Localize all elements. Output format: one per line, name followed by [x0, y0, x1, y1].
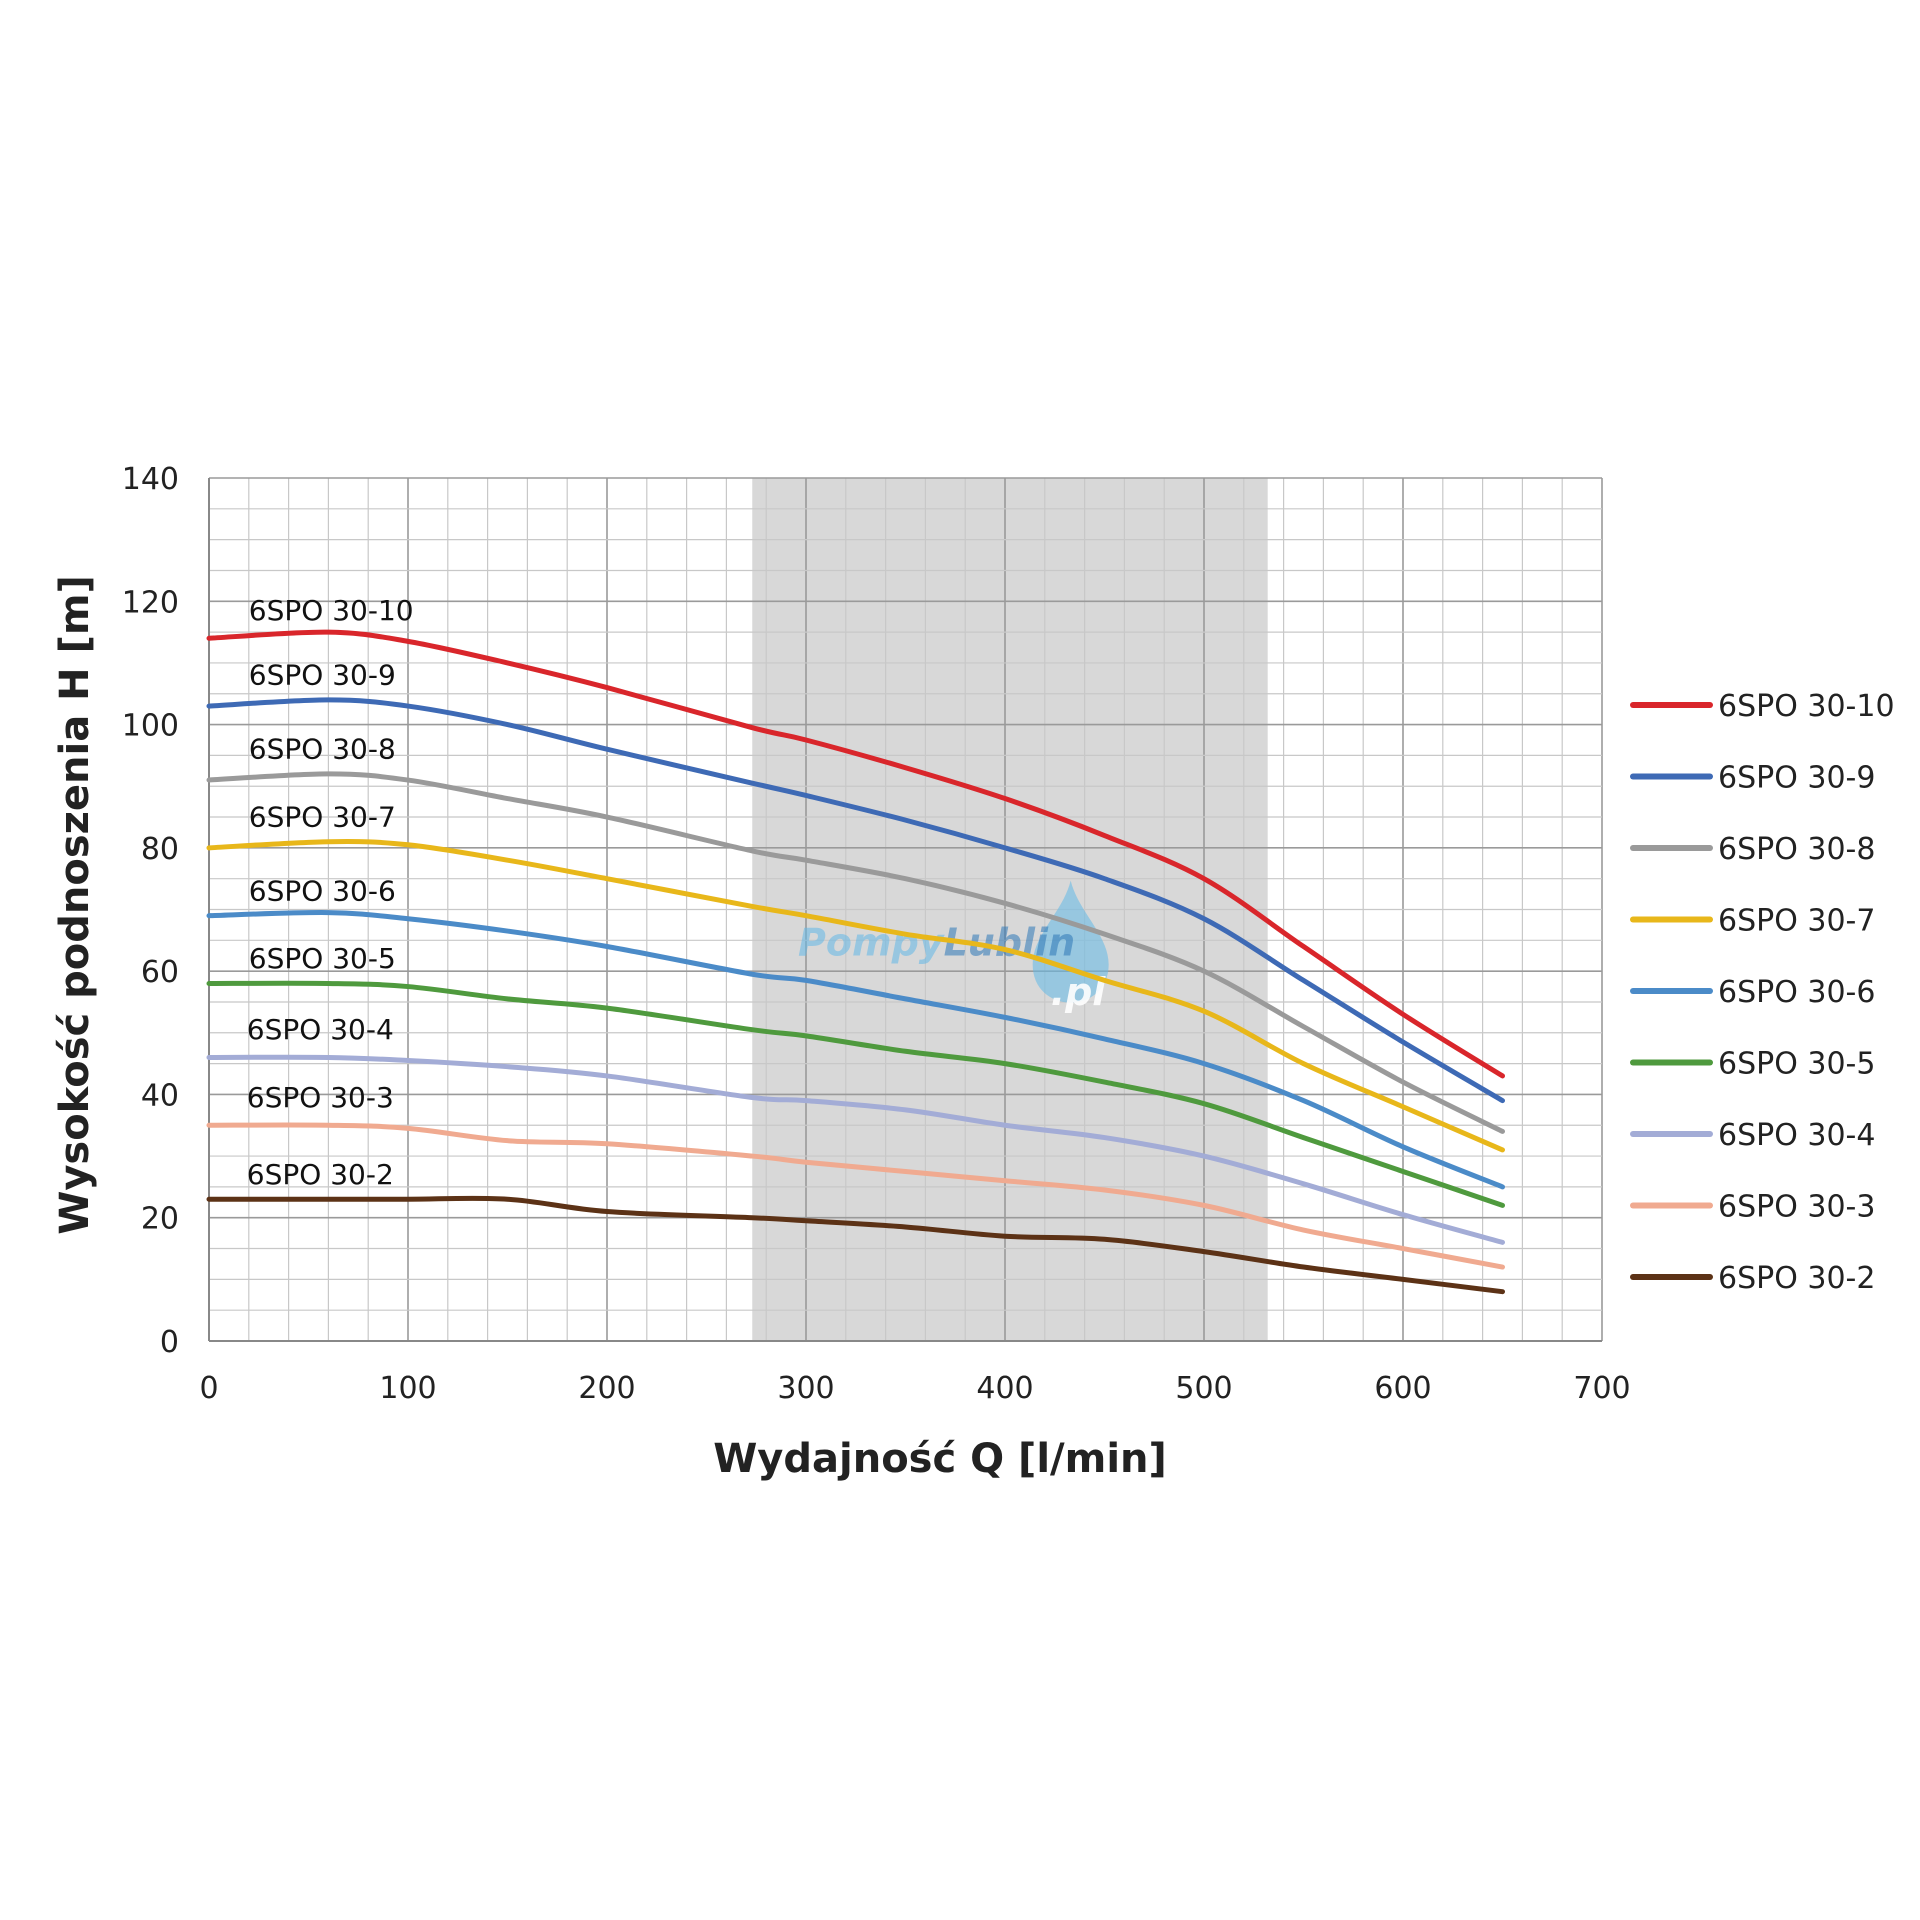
y-tick-label: 100: [122, 709, 179, 744]
series-line-6spo-30-6: [206, 910, 1505, 1190]
curve-label: 6SPO 30-6: [249, 874, 396, 907]
legend-label: 6SPO 30-9: [1718, 761, 1875, 796]
legend-label: 6SPO 30-7: [1718, 904, 1875, 939]
curve-label: 6SPO 30-2: [247, 1158, 394, 1191]
series-line-6spo-30-2: [206, 1195, 1505, 1295]
series-line-6spo-30-10: [206, 629, 1505, 1079]
x-axis-title: Wydajność Q [l/min]: [713, 1436, 1167, 1482]
series-line-6spo-30-5: [206, 980, 1505, 1208]
legend-item: 6SPO 30-7: [1630, 904, 1875, 939]
x-tick-label: 200: [578, 1371, 635, 1406]
x-tick-label: 600: [1374, 1371, 1431, 1406]
curve-label: 6SPO 30-7: [249, 800, 396, 833]
legend-label: 6SPO 30-6: [1718, 975, 1875, 1010]
legend-item: 6SPO 30-5: [1630, 1047, 1875, 1082]
series-line-6spo-30-3: [206, 1122, 1505, 1270]
legend-label: 6SPO 30-2: [1718, 1261, 1875, 1296]
y-axis-title: Wysokość podnoszenia H [m]: [52, 575, 98, 1235]
x-tick-label: 0: [199, 1371, 218, 1406]
legend-label: 6SPO 30-5: [1718, 1047, 1875, 1082]
x-tick-label: 500: [1175, 1371, 1232, 1406]
legend-label: 6SPO 30-3: [1718, 1190, 1875, 1225]
x-tick-label: 100: [379, 1371, 436, 1406]
legend-item: 6SPO 30-3: [1630, 1190, 1875, 1225]
series-line-6spo-30-9: [206, 697, 1505, 1104]
legend-label: 6SPO 30-8: [1718, 832, 1875, 867]
y-tick-label: 140: [122, 462, 179, 497]
curve-label: 6SPO 30-9: [249, 659, 396, 692]
x-tick-label: 700: [1573, 1371, 1630, 1406]
watermark-text: PompyLublin: [798, 921, 1075, 965]
legend-item: 6SPO 30-8: [1630, 832, 1875, 867]
legend-label: 6SPO 30-4: [1718, 1118, 1875, 1153]
series-lines: [206, 629, 1505, 1295]
watermark-logo: PompyLublin.pl: [798, 880, 1109, 1014]
y-tick-label: 40: [141, 1078, 179, 1113]
legend-label: 6SPO 30-10: [1718, 689, 1895, 724]
legend-item: 6SPO 30-10: [1630, 689, 1895, 724]
curve-labels: 6SPO 30-10 6SPO 30-9 6SPO 30-8 6SPO 30-7 6SP…: [247, 594, 414, 1191]
x-tick-label: 400: [976, 1371, 1033, 1406]
water-drop-icon: [1032, 880, 1109, 1003]
legend-item: 6SPO 30-6: [1630, 975, 1875, 1010]
legend: 6SPO 30-10 6SPO 30-9 6SPO 30-8 6SPO 30-7 6SP…: [1630, 689, 1895, 1296]
legend-item: 6SPO 30-4: [1630, 1118, 1875, 1153]
series-line-6spo-30-4: [206, 1054, 1505, 1245]
legend-item: 6SPO 30-2: [1630, 1261, 1875, 1296]
curve-label: 6SPO 30-8: [249, 732, 396, 765]
curve-label: 6SPO 30-10: [249, 594, 414, 627]
curve-label: 6SPO 30-5: [249, 942, 396, 975]
y-tick-label: 120: [122, 585, 179, 620]
curve-label: 6SPO 30-4: [247, 1013, 394, 1046]
x-tick-label: 300: [777, 1371, 834, 1406]
legend-item: 6SPO 30-9: [1630, 761, 1875, 796]
y-tick-label: 80: [141, 832, 179, 867]
y-tick-label: 60: [141, 955, 179, 990]
y-tick-label: 0: [160, 1325, 179, 1360]
series-line-6spo-30-7: [206, 839, 1505, 1153]
curve-label: 6SPO 30-3: [247, 1081, 394, 1114]
series-line-6spo-30-8: [206, 771, 1505, 1134]
y-tick-label: 20: [141, 1202, 179, 1237]
tick-labels: 0 100 200 300 400 500 600 700 0 20 40 60 80 100 120 140: [122, 462, 1631, 1406]
